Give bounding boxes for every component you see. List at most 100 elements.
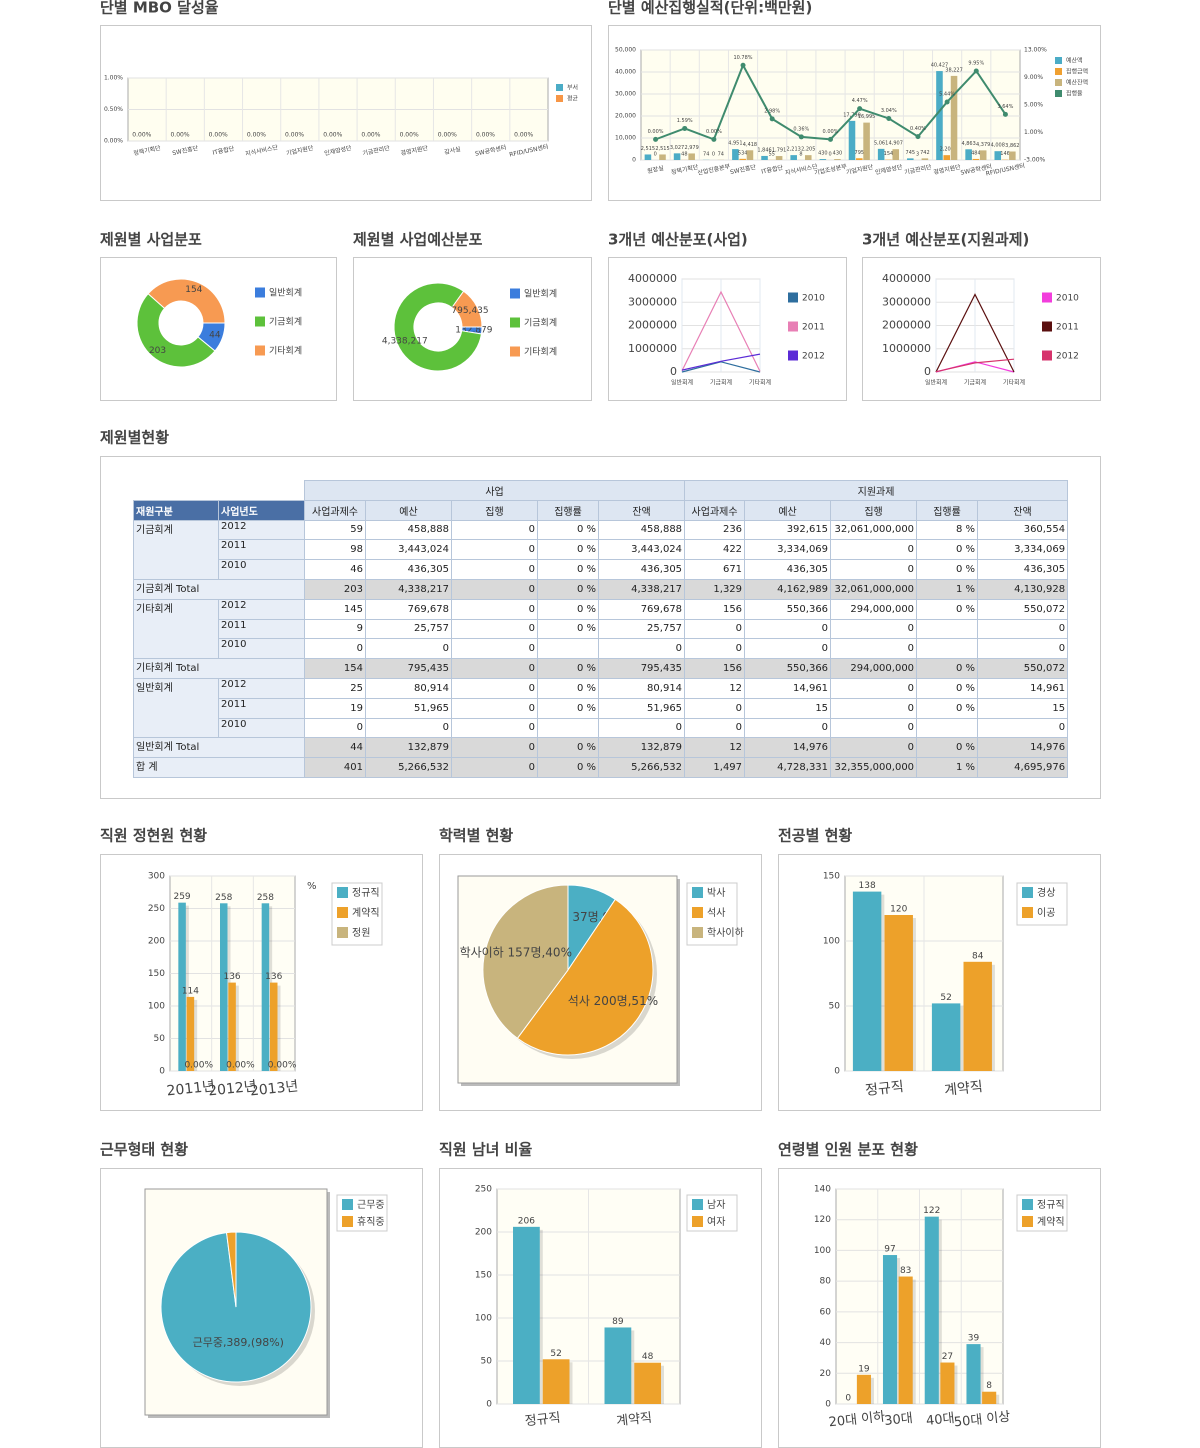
cell: 19 [304, 697, 366, 719]
slice [516, 898, 654, 1056]
legend-label: 학사이하 [707, 926, 744, 939]
cell: 360,554 [977, 519, 1069, 541]
data-label: 0.00% [476, 132, 495, 139]
bar [856, 1374, 871, 1404]
cell: 5,266,532 [597, 757, 686, 778]
data-label: 136 [265, 972, 282, 982]
legend-label: 2011 [802, 323, 825, 333]
data-label: 83 [900, 1266, 911, 1276]
total-row: 기금회계 Total 203 4,338,217 0 0 % 4,338,217 1,329… [133, 578, 1069, 600]
bar [982, 1391, 997, 1404]
cell: 0 % [537, 677, 599, 699]
cell: 422 [684, 539, 746, 561]
x-tick-label: 일반회계 [925, 379, 947, 387]
cell: 550,072 [977, 598, 1069, 620]
cell [916, 618, 979, 640]
bar [943, 155, 951, 160]
cell: 436,305 [365, 559, 452, 580]
cell: 0 [365, 717, 452, 739]
panel-title: 학력별 현황 [439, 827, 513, 845]
grand-label: 합 계 [133, 757, 305, 778]
cell: 0 % [537, 559, 599, 580]
cell: 14,961 [744, 677, 832, 699]
legend-label: 기타회계 [269, 345, 302, 357]
slice-label: 석사 200명,51% [568, 994, 658, 1008]
bar [924, 1216, 939, 1404]
slice [225, 1231, 237, 1308]
cell: 0 [830, 559, 918, 580]
legend-label: 2010 [802, 294, 825, 304]
bar [542, 1359, 570, 1404]
legend-label: 계약직 [352, 907, 380, 919]
cell: 5,266,532 [365, 757, 452, 778]
x-tick-label: 50대 이상 [953, 1410, 1011, 1431]
bar [892, 149, 900, 160]
legend-swatch [255, 316, 265, 327]
data-label: 2,205 [801, 147, 815, 153]
data-label: 0.36% [793, 126, 809, 132]
data-label: 114 [182, 986, 199, 996]
data-label: 8 [986, 1381, 992, 1391]
key-header: 재원구분 [133, 499, 219, 521]
cell: 80,914 [365, 677, 452, 699]
cell: 0 % [537, 598, 599, 620]
tick-label: 4000000 [628, 272, 677, 285]
data-label: 48 [642, 1352, 654, 1362]
legend-label: 예산액 [1066, 57, 1083, 65]
slice-label: 154 [185, 285, 202, 295]
data-label: 0.00% [226, 1061, 255, 1071]
data-label: 122 [923, 1206, 940, 1216]
cell: 4,728,331 [744, 757, 832, 778]
cell: 15 [977, 697, 1069, 719]
data-label: 52 [940, 993, 951, 1003]
legend-label: 평균 [567, 95, 579, 103]
cell: 671 [684, 559, 746, 580]
data-label: 40,427 [931, 63, 949, 69]
cell [537, 638, 599, 660]
cell: 1 % [916, 578, 979, 600]
tick-label: 0 [159, 1067, 165, 1077]
data-label: 430 [818, 151, 828, 157]
cell: 436,305 [744, 559, 832, 580]
legend-label: 2012 [1056, 352, 1079, 362]
cell: 154 [304, 658, 366, 679]
bar [856, 158, 863, 160]
header-row: 재원구분 사업년도 사업과제수 예산 집행 집행률 잔액 사업과제수 예산 집행 집행률 잔액 [133, 499, 1069, 521]
data-label: 206 [518, 1216, 535, 1226]
legend-swatch [1055, 68, 1062, 75]
legend-swatch [692, 1199, 703, 1210]
cell: 25,757 [597, 618, 686, 640]
bar [673, 153, 681, 160]
panel-title: 직원 남녀 비율 [439, 1141, 532, 1159]
data-label: 3.64% [997, 104, 1013, 110]
cell: 0 % [537, 519, 599, 541]
cell: 0 [830, 717, 918, 739]
line-point [828, 136, 833, 142]
data-label: 8 [799, 151, 802, 157]
group-header: 지원과제 [684, 480, 1069, 501]
cell: 59 [304, 519, 366, 541]
key-header: 사업년도 [218, 499, 305, 521]
tick-label: 50,000 [615, 47, 636, 54]
data-label: 138 [859, 881, 876, 891]
bar [270, 982, 278, 1071]
cell: 3,334,069 [744, 539, 832, 561]
tick-label: 0 [632, 157, 636, 164]
legend-swatch [1022, 1216, 1033, 1227]
cell: 0 [451, 697, 538, 719]
cell: 0 % [537, 658, 599, 679]
tick-label: 60 [820, 1307, 832, 1317]
group-header: 사업 [303, 480, 686, 501]
legend-swatch [337, 907, 348, 918]
legend-label: 이공 [1037, 907, 1055, 919]
cell: 4,338,217 [597, 578, 686, 600]
x-tick-label: 20대 이하 [828, 1410, 886, 1431]
legend-label: 집행금액 [1066, 68, 1088, 76]
tick-label: 150 [475, 1271, 492, 1281]
cell: 4,162,989 [744, 578, 832, 600]
header-blank [133, 480, 305, 501]
column-header: 집행 [830, 499, 918, 521]
cell: 203 [304, 578, 366, 600]
x-tick-label: 일반회계 [671, 379, 693, 387]
